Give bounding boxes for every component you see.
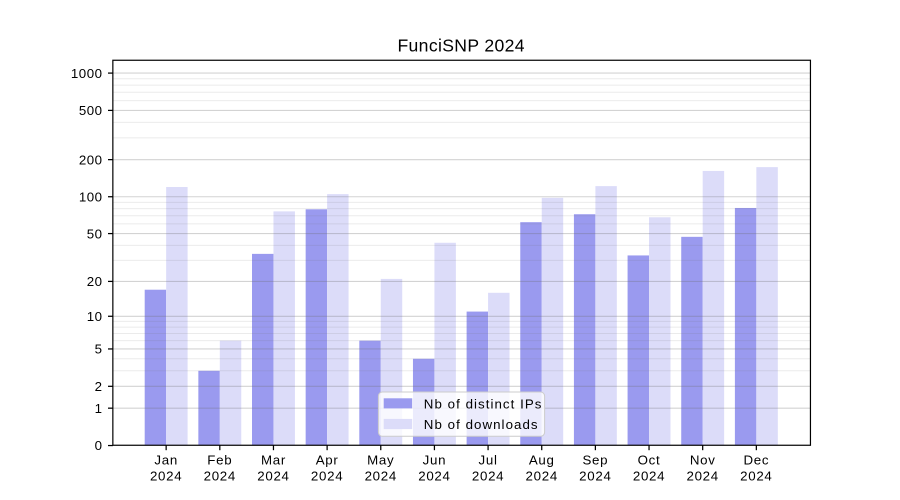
svg-text:Jul: Jul <box>479 453 498 468</box>
svg-text:200: 200 <box>79 152 103 167</box>
svg-text:2024: 2024 <box>365 469 397 484</box>
svg-text:Apr: Apr <box>316 453 339 468</box>
svg-text:2024: 2024 <box>150 469 182 484</box>
svg-text:2: 2 <box>95 379 103 394</box>
svg-text:2024: 2024 <box>633 469 665 484</box>
svg-text:2024: 2024 <box>311 469 343 484</box>
svg-text:Sep: Sep <box>582 453 608 468</box>
svg-text:Mar: Mar <box>261 453 286 468</box>
svg-text:FunciSNP 2024: FunciSNP 2024 <box>397 35 524 55</box>
svg-text:2024: 2024 <box>686 469 718 484</box>
svg-text:100: 100 <box>79 189 103 204</box>
svg-text:1: 1 <box>95 401 103 416</box>
svg-text:Aug: Aug <box>529 453 555 468</box>
svg-text:2024: 2024 <box>472 469 504 484</box>
svg-text:Nb of downloads: Nb of downloads <box>424 417 539 432</box>
svg-text:2024: 2024 <box>257 469 289 484</box>
svg-text:20: 20 <box>87 274 103 289</box>
svg-text:Nov: Nov <box>690 453 716 468</box>
svg-text:Oct: Oct <box>638 453 661 468</box>
svg-text:2024: 2024 <box>579 469 611 484</box>
svg-text:5: 5 <box>95 342 103 357</box>
svg-text:2024: 2024 <box>740 469 772 484</box>
svg-text:Jun: Jun <box>423 453 447 468</box>
svg-text:Dec: Dec <box>743 453 769 468</box>
svg-text:10: 10 <box>87 309 103 324</box>
svg-text:500: 500 <box>79 103 103 118</box>
svg-text:2024: 2024 <box>204 469 236 484</box>
svg-text:Jan: Jan <box>154 453 178 468</box>
svg-text:50: 50 <box>87 226 103 241</box>
svg-text:2024: 2024 <box>418 469 450 484</box>
svg-text:May: May <box>367 453 394 468</box>
svg-text:0: 0 <box>95 438 103 453</box>
svg-text:1000: 1000 <box>71 66 103 81</box>
svg-text:Feb: Feb <box>207 453 232 468</box>
svg-text:2024: 2024 <box>526 469 558 484</box>
svg-text:Nb of distinct IPs: Nb of distinct IPs <box>424 396 543 411</box>
